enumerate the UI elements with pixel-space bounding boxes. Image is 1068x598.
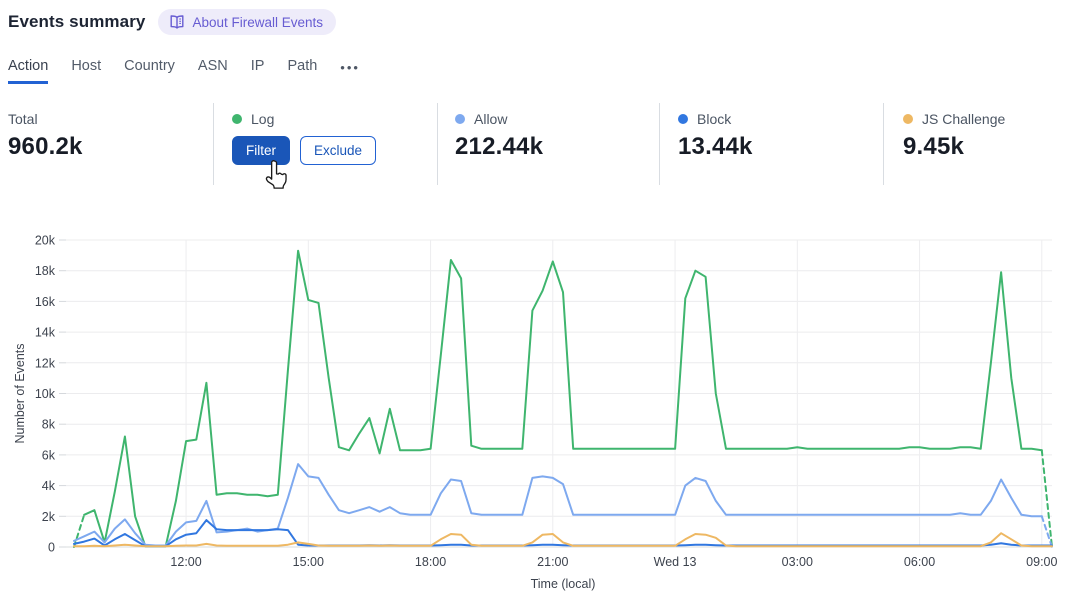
view-tabs: Action Host Country ASN IP Path ••• — [8, 58, 360, 84]
block-legend-dot — [678, 114, 688, 124]
tabs-more-button[interactable]: ••• — [340, 60, 360, 75]
x-tick-label: 06:00 — [904, 555, 935, 569]
y-tick-label: 4k — [42, 479, 56, 493]
x-tick-label: Wed 13 — [654, 555, 697, 569]
series-line-js-challenge — [73, 532, 1053, 548]
y-tick-label: 12k — [35, 356, 56, 370]
y-tick-label: 10k — [35, 387, 56, 401]
y-tick-label: 18k — [35, 264, 56, 278]
series-line-allow — [73, 463, 1043, 547]
y-tick-label: 16k — [35, 295, 56, 309]
header: Events summary About Firewall Events — [8, 9, 337, 35]
stat-js-challenge-value: 9.45k — [903, 133, 965, 160]
series-line-log — [83, 249, 1043, 548]
tab-action[interactable]: Action — [8, 58, 49, 84]
stat-log: Log Filter Exclude — [213, 103, 448, 185]
y-tick-label: 0 — [48, 541, 55, 555]
log-legend-dot — [232, 114, 242, 124]
book-icon — [169, 14, 185, 30]
tab-country[interactable]: Country — [124, 58, 175, 74]
stat-allow: Allow 212.44k — [437, 103, 660, 185]
x-tick-label: 15:00 — [293, 555, 324, 569]
y-tick-label: 2k — [42, 510, 56, 524]
filter-button[interactable]: Filter — [232, 136, 290, 165]
stats-row: Total 960.2k Log Filter Exclude Allow 21… — [0, 103, 1068, 185]
stat-js-challenge-label: JS Challenge — [922, 111, 1006, 127]
stat-total: Total 960.2k — [8, 103, 205, 185]
y-tick-label: 14k — [35, 326, 56, 340]
x-tick-label: 03:00 — [782, 555, 813, 569]
x-tick-label: 18:00 — [415, 555, 446, 569]
stat-block: Block 13.44k — [659, 103, 884, 185]
x-tick-label: 12:00 — [170, 555, 201, 569]
tab-path[interactable]: Path — [287, 58, 318, 74]
series-dash-end-log — [1040, 449, 1053, 548]
series-dash-start-log — [73, 513, 86, 548]
y-tick-label: 6k — [42, 448, 56, 462]
x-axis-title: Time (local) — [531, 577, 596, 591]
stat-block-value: 13.44k — [678, 133, 753, 160]
events-over-time-chart: 0 2k 4k 6k 8k 10k 12k 14k 16k 18k 20k 12:00 15:00 18:… — [0, 225, 1068, 598]
y-axis-title: Number of Events — [13, 343, 27, 443]
page-title: Events summary — [8, 12, 146, 31]
stat-js-challenge: JS Challenge 9.45k — [883, 103, 1068, 185]
exclude-button[interactable]: Exclude — [300, 136, 377, 165]
tab-asn[interactable]: ASN — [197, 58, 228, 74]
y-tick-label: 8k — [42, 418, 56, 432]
tab-ip[interactable]: IP — [250, 58, 265, 74]
stat-allow-value: 212.44k — [455, 133, 544, 160]
x-tick-label: 21:00 — [537, 555, 568, 569]
allow-legend-dot — [455, 114, 465, 124]
stat-log-label: Log — [251, 111, 275, 127]
y-tick-label: 20k — [35, 234, 56, 248]
x-tick-label: 09:00 — [1026, 555, 1057, 569]
js-challenge-legend-dot — [903, 114, 913, 124]
tab-host[interactable]: Host — [71, 58, 102, 74]
stat-total-label: Total — [8, 111, 38, 127]
series-dash-end-allow — [1040, 515, 1053, 548]
stat-allow-label: Allow — [474, 111, 508, 127]
about-badge-label: About Firewall Events — [192, 14, 324, 30]
stat-total-value: 960.2k — [8, 133, 83, 160]
events-chart: 0 2k 4k 6k 8k 10k 12k 14k 16k 18k 20k 12:00 15:00 18:… — [13, 234, 1058, 592]
about-firewall-events-badge[interactable]: About Firewall Events — [158, 9, 337, 35]
stat-block-label: Block — [697, 111, 732, 127]
